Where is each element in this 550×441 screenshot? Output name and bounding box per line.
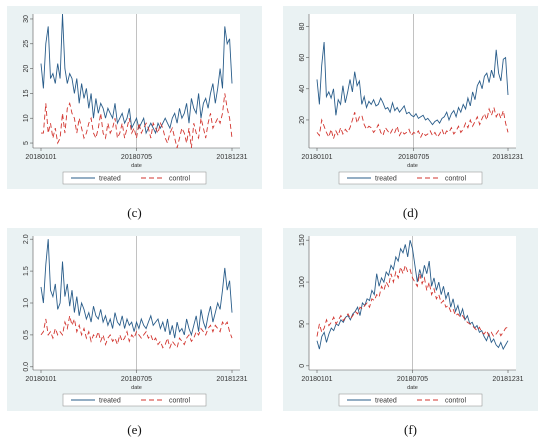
legend-label-control: control — [445, 398, 466, 405]
series-line-control — [316, 105, 509, 141]
y-tick-label: 80 — [299, 22, 306, 30]
x-axis-title: date — [407, 385, 418, 391]
y-tick-label: 150 — [299, 234, 306, 246]
panel-caption-d: (d) — [402, 205, 419, 220]
chart-panel-c: 5 10 15 20 25 30 20180101 20180705 20181231 date t… — [7, 6, 262, 189]
x-tick-label: 20181231 — [492, 154, 523, 161]
x-tick-label: 20180101 — [25, 376, 56, 383]
y-tick-label: 5 — [23, 141, 30, 145]
y-tick-label: 10 — [23, 114, 30, 122]
x-axis-title: date — [407, 163, 418, 169]
y-tick-label: 0 — [299, 364, 306, 368]
y-tick-label: 20 — [299, 116, 306, 124]
x-tick-label: 20180705 — [398, 154, 429, 161]
x-tick-label: 20181231 — [216, 154, 247, 161]
legend-box — [62, 393, 207, 407]
y-tick-label: 2.0 — [23, 234, 30, 244]
series-line-treated — [40, 13, 233, 135]
y-tick-label: 100 — [299, 276, 306, 288]
series-line-control — [316, 263, 509, 338]
y-tick-label: 1.0 — [23, 298, 30, 308]
chart-panel-f: 0 50 100 150 20180101 20180705 20181231 date tre… — [283, 228, 538, 411]
y-tick-label: 15 — [23, 89, 30, 97]
panel-caption-e: (e) — [127, 422, 142, 437]
legend-box — [338, 393, 483, 407]
panel-caption-c: (c) — [127, 205, 142, 220]
legend-label-treated: treated — [375, 176, 397, 183]
chart-panel-d: 20 40 60 80 20180101 20180705 20181231 date trea… — [283, 6, 538, 189]
panel-caption-f: (f) — [404, 422, 417, 437]
x-axis-title: date — [131, 385, 142, 391]
x-tick-label: 20180705 — [121, 376, 152, 383]
y-tick-label: 30 — [23, 15, 30, 23]
legend-label-treated: treated — [99, 176, 121, 183]
y-tick-label: 60 — [299, 54, 306, 62]
y-tick-label: 20 — [23, 65, 30, 73]
series-line-treated — [40, 239, 233, 339]
y-tick-label: 0.0 — [23, 362, 30, 372]
x-tick-label: 20181231 — [216, 376, 247, 383]
chart-svg-c: 5 10 15 20 25 30 20180101 20180705 20181231 date t… — [23, 13, 248, 185]
x-tick-label: 20180101 — [301, 154, 332, 161]
y-tick-label: 1.5 — [23, 266, 30, 276]
x-tick-label: 20180705 — [397, 376, 428, 383]
legend-box — [62, 171, 207, 185]
chart-svg-e: 0.0 0.5 1.0 1.5 2.0 20180101 20180705 20181231 d… — [23, 234, 248, 407]
legend-label-treated: treated — [375, 398, 397, 405]
plot-area — [309, 14, 516, 148]
legend-label-control: control — [169, 398, 190, 405]
series-line-treated — [316, 41, 509, 126]
series-line-control — [40, 315, 233, 350]
chart-svg-f: 0 50 100 150 20180101 20180705 20181231 date tre… — [299, 234, 524, 407]
chart-svg-d: 20 40 60 80 20180101 20180705 20181231 date trea… — [299, 14, 524, 185]
series-line-treated — [316, 240, 509, 351]
y-tick-label: 0.5 — [23, 330, 30, 340]
x-tick-label: 20180101 — [301, 376, 332, 383]
legend-label-treated: treated — [99, 398, 121, 405]
legend-label-control: control — [445, 176, 466, 183]
y-tick-label: 40 — [299, 85, 306, 93]
y-tick-label: 50 — [299, 320, 306, 328]
chart-panel-e: 0.0 0.5 1.0 1.5 2.0 20180101 20180705 20181231 d… — [7, 228, 262, 411]
x-tick-label: 20181231 — [492, 376, 523, 383]
x-axis-title: date — [131, 163, 142, 169]
x-tick-label: 20180101 — [25, 154, 56, 161]
y-tick-label: 25 — [23, 40, 30, 48]
legend-label-control: control — [169, 176, 190, 183]
x-tick-label: 20180705 — [121, 154, 152, 161]
legend-box — [338, 171, 483, 185]
